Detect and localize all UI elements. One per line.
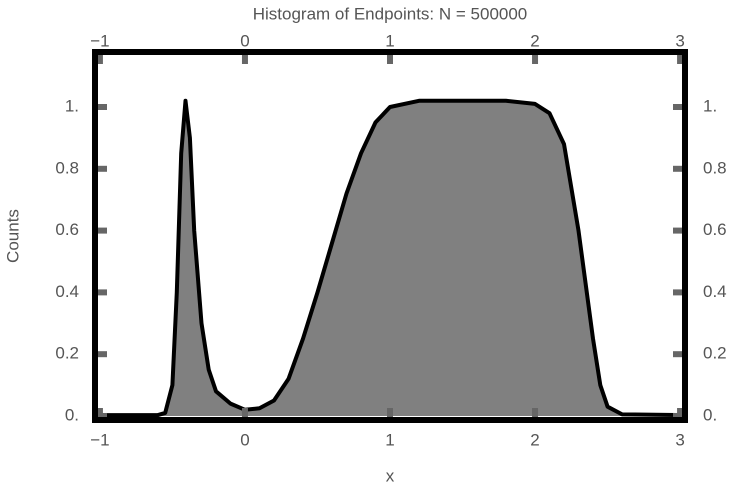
y-tick-label: 1.	[65, 96, 79, 115]
y-tick-label: 0.2	[55, 344, 79, 363]
x-tick-label: 1	[385, 430, 394, 449]
chart-title: Histogram of Endpoints: N = 500000	[253, 4, 528, 23]
y-tick-label: 0.2	[703, 344, 727, 363]
x-tick-label: 2	[530, 430, 539, 449]
y-tick-label: 0.6	[703, 220, 727, 239]
x-tick-label: 1	[385, 31, 394, 50]
y-tick-label: 0.	[65, 405, 79, 424]
x-axis-label: x	[386, 466, 395, 485]
x-tick-label: 2	[530, 31, 539, 50]
y-tick-label: 0.6	[55, 220, 79, 239]
y-tick-label: 0.4	[703, 282, 727, 301]
plot-frame	[92, 49, 688, 423]
y-tick-label: 1.	[703, 96, 717, 115]
y-axis-label: Counts	[3, 209, 22, 263]
curve	[94, 98, 686, 418]
x-tick-label: −1	[90, 430, 109, 449]
y-tick-label: 0.8	[703, 158, 727, 177]
y-tick-label: 0.4	[55, 282, 79, 301]
area	[94, 100, 686, 416]
x-tick-label: 0	[240, 430, 249, 449]
x-tick-label: 0	[240, 31, 249, 50]
y-tick-label: 0.	[703, 405, 717, 424]
x-tick-label: −1	[90, 31, 109, 50]
y-tick-label: 0.8	[55, 158, 79, 177]
x-tick-label: 3	[675, 31, 684, 50]
x-tick-label: 3	[675, 430, 684, 449]
